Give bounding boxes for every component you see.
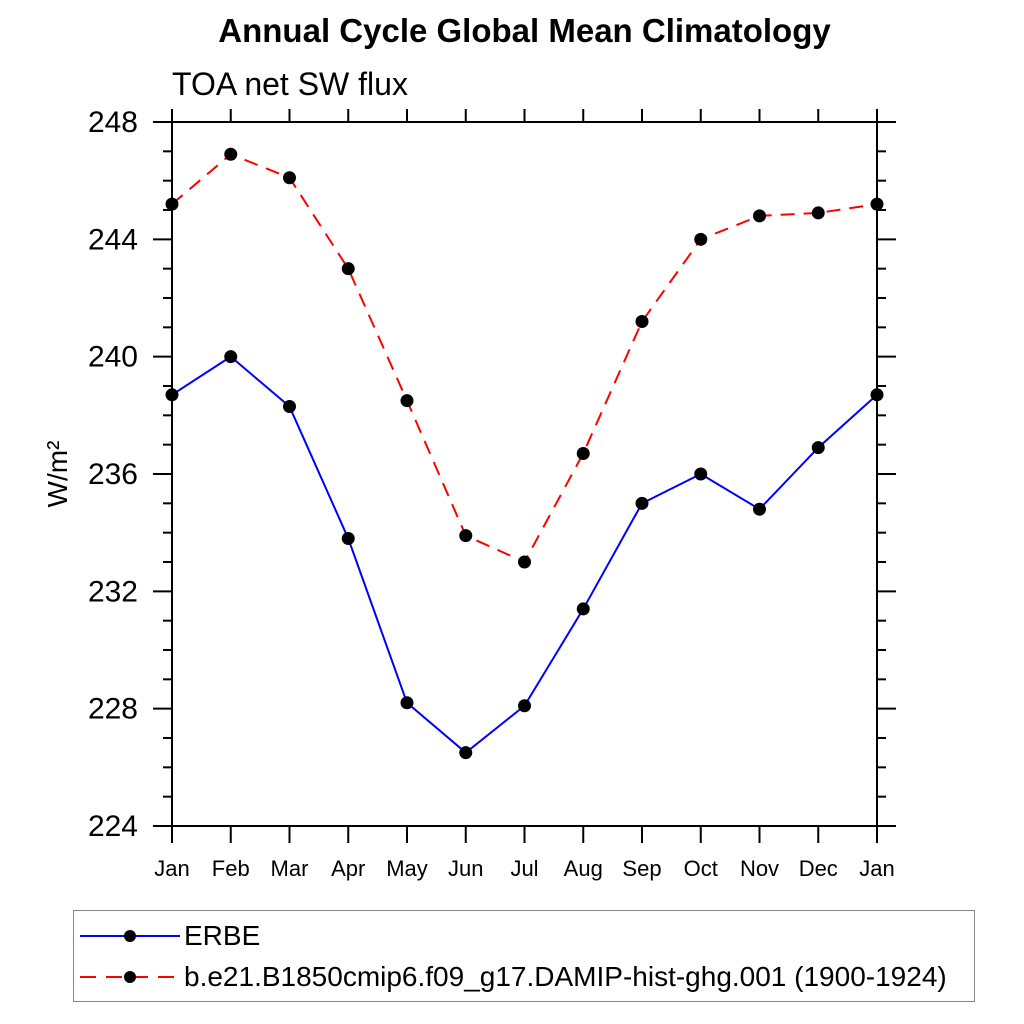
- x-tick-label: Sep: [622, 856, 661, 881]
- data-point-marker: [811, 206, 825, 220]
- data-point-marker: [283, 400, 296, 414]
- data-point-marker: [224, 147, 238, 161]
- data-point-marker: [811, 441, 825, 455]
- y-tick-label: 232: [88, 575, 138, 608]
- data-point-marker: [400, 696, 414, 710]
- data-point-marker: [576, 602, 590, 616]
- data-point-marker: [224, 350, 238, 364]
- data-point-marker: [753, 209, 766, 223]
- x-tick-label: Jan: [859, 856, 894, 881]
- data-point-marker: [753, 502, 766, 516]
- data-point-marker: [341, 262, 355, 276]
- data-point-marker: [576, 446, 590, 460]
- legend-sample-solid: [80, 929, 180, 942]
- x-tick-label: Feb: [212, 856, 250, 881]
- chart-subtitle: TOA net SW flux: [172, 66, 408, 102]
- x-tick-label: Nov: [740, 856, 779, 881]
- data-point-marker: [518, 555, 531, 569]
- series-line-1: [171, 153, 878, 564]
- y-tick-label: 236: [88, 458, 138, 491]
- data-point-marker: [635, 314, 649, 328]
- x-tick-label: Jul: [510, 856, 538, 881]
- x-tick-label: Aug: [564, 856, 603, 881]
- data-point-marker: [870, 388, 884, 402]
- x-tick-label: Jun: [448, 856, 483, 881]
- data-point-marker: [341, 532, 355, 546]
- y-tick-label: 224: [88, 810, 138, 843]
- data-point-marker: [635, 496, 649, 510]
- x-tick-label: May: [386, 856, 428, 881]
- legend-marker-icon: [124, 970, 136, 983]
- data-point-marker: [459, 529, 473, 543]
- y-tick-label: 248: [88, 106, 138, 139]
- data-point-marker: [518, 699, 531, 713]
- series-line-0: [171, 355, 878, 754]
- x-tick-label: Mar: [271, 856, 309, 881]
- x-tick-label: Oct: [684, 856, 718, 881]
- data-point-marker: [165, 197, 179, 211]
- y-tick-label: 228: [88, 693, 138, 726]
- legend-sample-dashed: [80, 970, 180, 983]
- plot-frame: [171, 121, 878, 827]
- data-point-marker: [459, 746, 473, 760]
- y-tick-label: 244: [88, 223, 138, 256]
- chart-title: Annual Cycle Global Mean Climatology: [218, 12, 831, 49]
- legend-item-model: b.e21.B1850cmip6.f09_g17.DAMIP-hist-ghg.…: [78, 961, 974, 993]
- data-point-marker: [283, 171, 296, 185]
- legend: ERBE b.e21.B1850cmip6.f09_g17.DAMIP-hist…: [73, 910, 975, 1002]
- legend-label-erbe: ERBE: [184, 919, 261, 951]
- x-tick-label: Dec: [799, 856, 838, 881]
- data-point-marker: [165, 388, 179, 402]
- legend-marker-icon: [124, 929, 136, 942]
- data-point-marker: [694, 467, 708, 481]
- data-point-marker: [694, 232, 708, 246]
- y-tick-label: 240: [88, 341, 138, 374]
- x-tick-label: Apr: [331, 856, 365, 881]
- legend-label-model: b.e21.B1850cmip6.f09_g17.DAMIP-hist-ghg.…: [184, 960, 947, 992]
- legend-item-erbe: ERBE: [78, 920, 974, 952]
- data-point-marker: [870, 197, 884, 211]
- x-tick-label: Jan: [154, 856, 189, 881]
- data-point-marker: [400, 394, 414, 408]
